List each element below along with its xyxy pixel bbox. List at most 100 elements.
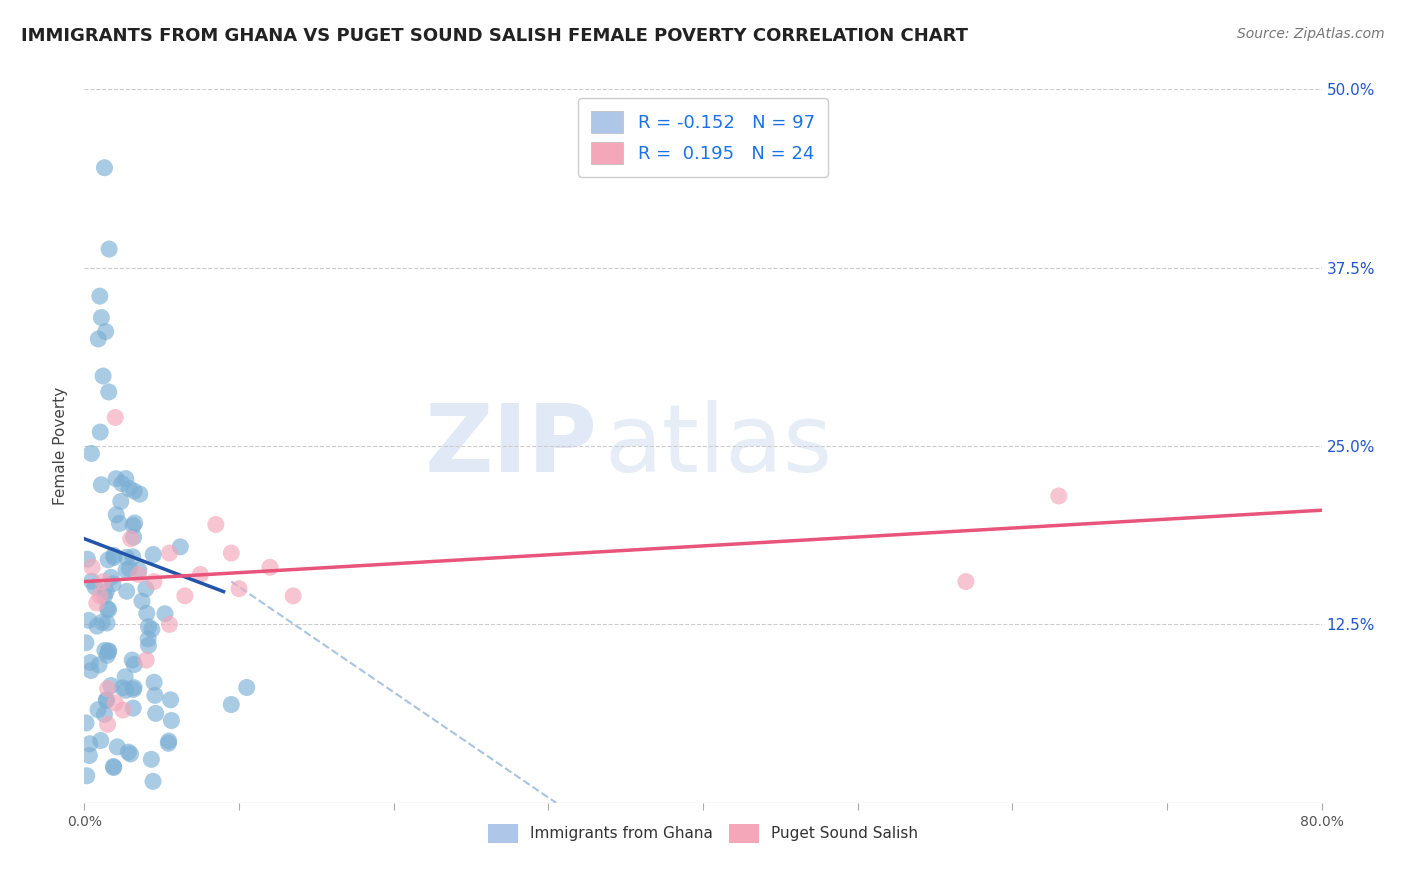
Point bbox=[120, 532, 142, 546]
Point bbox=[159, 617, 180, 632]
Point bbox=[103, 761, 125, 775]
Point bbox=[80, 574, 103, 589]
Point bbox=[96, 693, 118, 707]
Point bbox=[228, 582, 250, 596]
Point bbox=[138, 620, 160, 634]
Text: atlas: atlas bbox=[605, 400, 832, 492]
Point bbox=[91, 615, 114, 629]
Point bbox=[128, 563, 150, 577]
Point bbox=[94, 643, 117, 657]
Point bbox=[79, 656, 101, 670]
Point bbox=[219, 546, 242, 560]
Point bbox=[75, 715, 97, 730]
Point bbox=[96, 693, 118, 707]
Point bbox=[115, 683, 138, 698]
Point bbox=[97, 644, 120, 658]
Point bbox=[94, 325, 117, 339]
Point bbox=[259, 560, 281, 574]
Point bbox=[97, 602, 120, 616]
Text: ZIP: ZIP bbox=[425, 400, 598, 492]
Point bbox=[100, 679, 122, 693]
Point bbox=[77, 614, 100, 628]
Point bbox=[79, 737, 101, 751]
Y-axis label: Female Poverty: Female Poverty bbox=[53, 387, 69, 505]
Point bbox=[82, 560, 104, 574]
Point bbox=[108, 516, 131, 531]
Text: Source: ZipAtlas.com: Source: ZipAtlas.com bbox=[1237, 27, 1385, 41]
Point bbox=[142, 774, 165, 789]
Point bbox=[103, 759, 125, 773]
Point bbox=[96, 717, 118, 731]
Point bbox=[153, 607, 176, 621]
Legend: Immigrants from Ghana, Puget Sound Salish: Immigrants from Ghana, Puget Sound Salis… bbox=[481, 818, 925, 848]
Point bbox=[93, 707, 115, 722]
Point bbox=[219, 698, 242, 712]
Point bbox=[96, 615, 118, 630]
Point bbox=[124, 516, 146, 530]
Point bbox=[121, 653, 143, 667]
Point bbox=[96, 681, 118, 696]
Point bbox=[127, 567, 149, 582]
Point bbox=[157, 736, 180, 750]
Point bbox=[117, 745, 139, 759]
Point bbox=[115, 584, 138, 599]
Point bbox=[103, 549, 125, 563]
Point bbox=[80, 664, 103, 678]
Point bbox=[115, 563, 138, 577]
Point bbox=[115, 550, 138, 565]
Point bbox=[110, 494, 132, 508]
Point bbox=[135, 607, 157, 621]
Point bbox=[89, 289, 111, 303]
Point bbox=[91, 369, 114, 384]
Point bbox=[174, 589, 197, 603]
Point bbox=[142, 548, 165, 562]
Point bbox=[159, 546, 180, 560]
Point bbox=[122, 484, 145, 499]
Point bbox=[105, 508, 128, 522]
Point bbox=[128, 487, 150, 501]
Point bbox=[112, 703, 135, 717]
Point bbox=[96, 584, 118, 599]
Point bbox=[955, 574, 977, 589]
Point bbox=[235, 681, 259, 695]
Point bbox=[135, 582, 157, 596]
Point bbox=[84, 580, 107, 594]
Point bbox=[105, 472, 128, 486]
Point bbox=[97, 644, 120, 658]
Point bbox=[89, 589, 111, 603]
Point bbox=[1047, 489, 1070, 503]
Point bbox=[121, 549, 143, 564]
Point bbox=[143, 675, 166, 690]
Point bbox=[101, 576, 124, 591]
Point bbox=[138, 639, 160, 653]
Point bbox=[122, 518, 145, 533]
Point bbox=[120, 747, 142, 761]
Point bbox=[100, 570, 122, 584]
Point bbox=[96, 602, 118, 616]
Point bbox=[118, 561, 141, 575]
Point bbox=[97, 384, 120, 399]
Point bbox=[80, 446, 103, 460]
Point bbox=[157, 734, 180, 748]
Point bbox=[145, 706, 167, 721]
Point bbox=[93, 589, 115, 603]
Point bbox=[122, 530, 145, 544]
Point bbox=[87, 332, 110, 346]
Point bbox=[89, 425, 111, 439]
Point bbox=[97, 553, 120, 567]
Point bbox=[93, 161, 115, 175]
Point bbox=[143, 689, 166, 703]
Point bbox=[281, 589, 305, 603]
Point bbox=[114, 472, 136, 486]
Point bbox=[141, 752, 163, 766]
Point bbox=[90, 310, 112, 325]
Point bbox=[87, 703, 110, 717]
Point bbox=[122, 657, 145, 672]
Point bbox=[111, 476, 134, 491]
Point bbox=[91, 574, 114, 589]
Point bbox=[122, 682, 145, 697]
Point bbox=[141, 623, 163, 637]
Point bbox=[122, 681, 145, 695]
Point bbox=[131, 594, 153, 608]
Point bbox=[114, 670, 136, 684]
